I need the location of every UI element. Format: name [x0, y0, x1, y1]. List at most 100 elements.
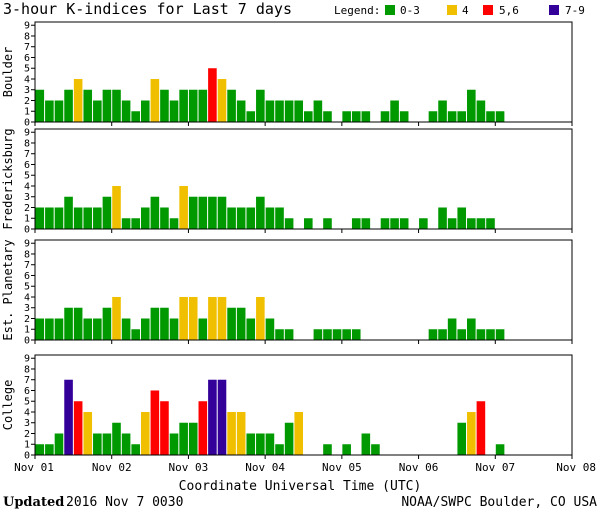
- bar: [486, 329, 495, 340]
- x-tick-label: Nov 07: [475, 461, 515, 474]
- bar: [428, 329, 438, 340]
- bar: [351, 111, 361, 122]
- y-tick-label: 2: [24, 429, 30, 440]
- bar: [495, 329, 505, 340]
- bar: [323, 444, 332, 455]
- bar: [45, 444, 54, 455]
- bar: [45, 100, 54, 122]
- x-axis-label: Coordinate Universal Time (UTC): [179, 479, 422, 494]
- bar: [131, 444, 140, 455]
- bar: [208, 379, 217, 455]
- bar: [54, 100, 64, 122]
- bar: [179, 296, 188, 340]
- bar: [284, 422, 294, 455]
- bar: [486, 111, 495, 122]
- bar: [467, 318, 476, 340]
- y-tick-label: 2: [24, 203, 30, 214]
- bar: [131, 111, 140, 122]
- bar: [188, 422, 198, 455]
- bar: [198, 196, 208, 229]
- y-tick-label: 5: [24, 171, 30, 182]
- legend-item-3: 7-9: [565, 4, 585, 17]
- legend: Legend: 0-3 4 5,6 7-9: [334, 4, 585, 17]
- legend-swatch-3: [549, 5, 559, 15]
- bar: [313, 329, 323, 340]
- y-tick-label: 6: [24, 160, 30, 171]
- bar: [323, 218, 332, 229]
- bar: [64, 307, 73, 340]
- bar: [342, 444, 351, 455]
- bar: [399, 218, 409, 229]
- y-tick-label: 4: [24, 292, 30, 303]
- bar: [275, 207, 284, 229]
- bar: [83, 207, 93, 229]
- bar: [217, 379, 227, 455]
- x-tick-label: Nov 08: [556, 461, 596, 474]
- bar: [45, 207, 54, 229]
- bar: [93, 433, 102, 455]
- bar: [371, 444, 380, 455]
- bar: [227, 307, 236, 340]
- bar: [54, 207, 64, 229]
- bar: [256, 433, 265, 455]
- bar: [467, 89, 476, 122]
- bar: [179, 422, 188, 455]
- bar: [351, 329, 361, 340]
- bar: [361, 433, 371, 455]
- bar: [476, 329, 486, 340]
- bar: [447, 218, 457, 229]
- bar: [160, 307, 169, 340]
- bar: [169, 433, 179, 455]
- bar: [236, 100, 246, 122]
- bar: [476, 401, 486, 455]
- bar: [390, 100, 399, 122]
- y-tick-label: 8: [24, 249, 30, 260]
- bar: [188, 89, 198, 122]
- bar: [208, 68, 217, 122]
- bar: [275, 329, 284, 340]
- bar: [351, 218, 361, 229]
- legend-item-1: 4: [462, 4, 469, 17]
- bar: [83, 89, 93, 122]
- bar: [169, 100, 179, 122]
- y-tick-label: 4: [24, 181, 30, 192]
- bar: [54, 433, 64, 455]
- bar: [121, 318, 131, 340]
- credit-text: NOAA/SWPC Boulder, CO USA: [401, 495, 597, 510]
- y-tick-label: 4: [24, 407, 30, 418]
- bar: [246, 433, 256, 455]
- bar: [236, 207, 246, 229]
- bar: [275, 444, 284, 455]
- bar: [112, 185, 121, 229]
- bar: [275, 100, 284, 122]
- bar: [160, 89, 169, 122]
- bar: [476, 218, 486, 229]
- x-tick-label: Nov 01: [14, 461, 54, 474]
- bar: [73, 307, 83, 340]
- chart-title: 3-hour K-indices for Last 7 days: [3, 0, 292, 18]
- panel-name: Fredericksburg: [1, 128, 15, 229]
- bar: [265, 318, 275, 340]
- updated-value: 2016 Nov 7 0030: [66, 495, 183, 510]
- y-tick-label: 0: [24, 225, 30, 236]
- bar: [380, 218, 390, 229]
- bar: [112, 296, 121, 340]
- bar: [198, 89, 208, 122]
- bar: [217, 296, 227, 340]
- bar: [112, 422, 121, 455]
- bar: [457, 111, 467, 122]
- x-axis-ticks: Nov 01 Nov 02 Nov 03 Nov 04 Nov 05 Nov 06 Nov …: [14, 461, 596, 474]
- y-tick-label: 6: [24, 386, 30, 397]
- y-tick-label: 5: [24, 397, 30, 408]
- bar: [112, 89, 121, 122]
- bar: [495, 111, 505, 122]
- bar: [476, 100, 486, 122]
- bar: [399, 111, 409, 122]
- y-tick-label: 0: [24, 451, 30, 462]
- legend-swatch-2: [483, 5, 493, 15]
- bar: [486, 218, 495, 229]
- bar: [188, 196, 198, 229]
